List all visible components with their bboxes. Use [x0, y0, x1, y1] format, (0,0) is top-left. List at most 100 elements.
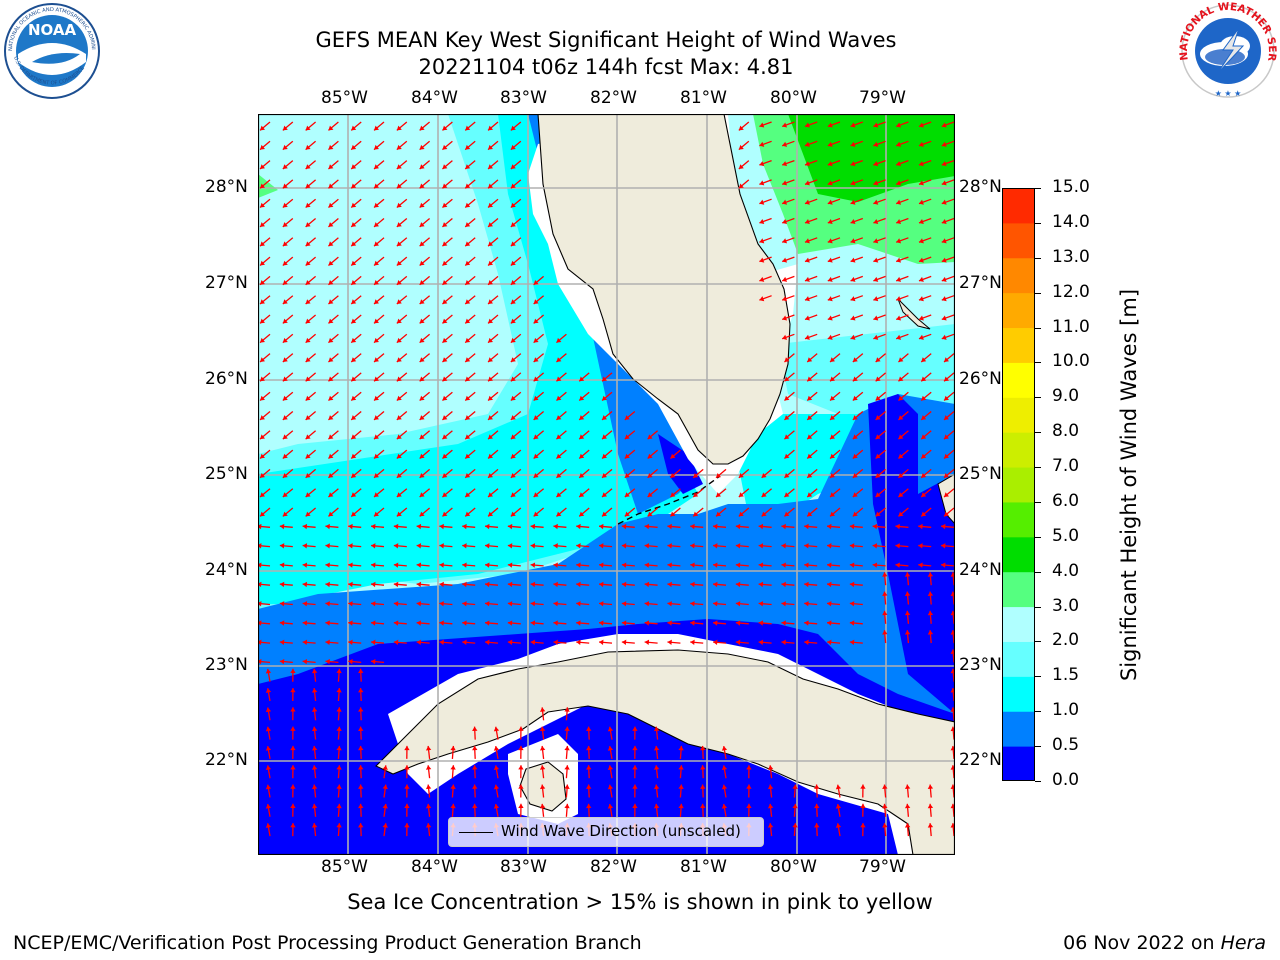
- wave-direction-arrow: [598, 523, 613, 530]
- wave-direction-arrow: [895, 295, 909, 302]
- wave-direction-arrow: [692, 488, 704, 498]
- wave-direction-arrow: [373, 411, 385, 421]
- colorbar-tick-mark: [1035, 606, 1041, 608]
- wave-direction-arrow: [918, 159, 932, 167]
- wave-direction-arrow: [690, 601, 704, 607]
- chart-subtitle: 20221104 t06z 144h fcst Max: 4.81: [418, 55, 794, 79]
- wave-direction-arrow: [305, 256, 317, 266]
- wave-direction-arrow: [804, 121, 818, 128]
- wave-direction-arrow: [358, 726, 364, 740]
- wave-direction-arrow: [556, 411, 567, 421]
- wave-direction-arrow: [464, 237, 476, 247]
- wave-direction-arrow: [404, 784, 410, 798]
- wave-direction-arrow: [804, 159, 818, 167]
- wave-direction-arrow: [738, 160, 750, 170]
- wave-direction-arrow: [311, 784, 318, 798]
- wave-direction-arrow: [578, 411, 590, 421]
- wave-direction-arrow: [653, 765, 660, 779]
- wave-direction-arrow: [265, 765, 272, 779]
- map-legend: Wind Wave Direction (unscaled): [448, 817, 764, 847]
- wave-direction-arrow: [393, 601, 407, 607]
- wave-direction-arrow: [898, 468, 909, 479]
- lat-label-left-28n: 28°N: [205, 177, 248, 197]
- legend-label: Wind Wave Direction (unscaled): [501, 822, 741, 840]
- wave-direction-arrow: [849, 523, 863, 530]
- wave-direction-arrow: [487, 468, 499, 479]
- wave-direction-arrow: [442, 353, 453, 363]
- wave-direction-arrow: [653, 726, 660, 740]
- colorbar-band: [1002, 571, 1035, 608]
- wave-direction-arrow: [875, 411, 887, 421]
- wave-direction-arrow: [265, 745, 272, 760]
- wave-direction-arrow: [533, 488, 545, 498]
- wave-direction-arrow: [419, 430, 431, 440]
- colorbar-tick-mark: [1035, 327, 1041, 329]
- wave-direction-arrow: [305, 391, 317, 402]
- wave-direction-arrow: [920, 488, 932, 498]
- wave-direction-arrow: [827, 256, 841, 263]
- wave-direction-arrow: [328, 333, 339, 344]
- wave-direction-arrow: [553, 601, 567, 607]
- wave-direction-arrow: [464, 411, 476, 421]
- band-4-5m: [788, 114, 955, 202]
- wave-direction-arrow: [576, 562, 590, 568]
- wave-direction-arrow: [804, 581, 818, 588]
- lat-label-left-22n: 22°N: [205, 750, 248, 770]
- wave-direction-arrow: [462, 581, 476, 588]
- wave-direction-arrow: [305, 218, 317, 228]
- wave-direction-arrow: [350, 314, 362, 324]
- wave-direction-arrow: [325, 581, 339, 588]
- wave-direction-arrow: [875, 372, 887, 382]
- wave-direction-arrow: [533, 372, 545, 382]
- land-florida: [537, 114, 791, 465]
- wave-direction-arrow: [644, 543, 658, 549]
- wave-direction-arrow: [781, 581, 795, 588]
- wave-direction-arrow: [927, 823, 934, 837]
- wave-direction-arrow: [826, 581, 841, 588]
- wave-direction-arrow: [442, 333, 453, 344]
- wave-direction-arrow: [259, 198, 271, 209]
- wave-direction-arrow: [302, 523, 316, 530]
- wave-direction-arrow: [806, 468, 818, 479]
- wave-direction-arrow: [282, 449, 294, 459]
- wave-direction-arrow: [507, 523, 521, 530]
- wave-direction-arrow: [328, 449, 339, 459]
- wave-direction-arrow: [464, 449, 476, 459]
- wave-direction-arrow: [442, 372, 453, 382]
- wave-direction-arrow: [259, 391, 271, 402]
- wave-direction-arrow: [279, 543, 293, 549]
- wave-direction-arrow: [336, 707, 342, 721]
- wave-direction-arrow: [712, 639, 727, 646]
- wave-direction-arrow: [872, 523, 886, 530]
- wave-direction-arrow: [927, 630, 934, 644]
- wave-direction-arrow: [735, 639, 749, 646]
- svg-text:★ ★ ★: ★ ★ ★: [1215, 89, 1242, 98]
- wave-direction-arrow: [738, 140, 750, 151]
- wave-direction-arrow: [904, 591, 911, 605]
- wave-direction-arrow: [358, 765, 364, 779]
- colorbar-tick-mark: [1035, 536, 1041, 538]
- wave-direction-arrow: [350, 256, 362, 266]
- wave-direction-arrow: [667, 620, 681, 626]
- wave-direction-arrow: [370, 658, 385, 665]
- wave-direction-arrow: [487, 353, 499, 363]
- wave-direction-arrow: [396, 430, 408, 440]
- wave-direction-arrow: [943, 411, 955, 421]
- colorbar: [1002, 188, 1035, 781]
- wave-direction-arrow: [601, 488, 613, 498]
- wave-direction-arrow: [895, 121, 909, 128]
- wave-direction-arrow: [533, 449, 545, 459]
- wave-direction-arrow: [632, 784, 638, 798]
- wave-direction-arrow: [781, 639, 795, 646]
- wave-direction-arrow: [373, 237, 385, 247]
- wave-direction-arrow: [348, 601, 362, 607]
- wave-direction-arrow: [759, 256, 772, 263]
- wave-direction-arrow: [578, 391, 590, 402]
- wave-direction-arrow: [336, 687, 342, 702]
- wave-direction-arrow: [781, 256, 795, 263]
- footer-date-text: 06 Nov 2022 on: [1063, 932, 1221, 954]
- wave-direction-arrow: [419, 333, 431, 344]
- wave-direction-arrow: [539, 784, 546, 798]
- wave-direction-arrow: [806, 449, 818, 459]
- wave-direction-arrow: [621, 601, 635, 607]
